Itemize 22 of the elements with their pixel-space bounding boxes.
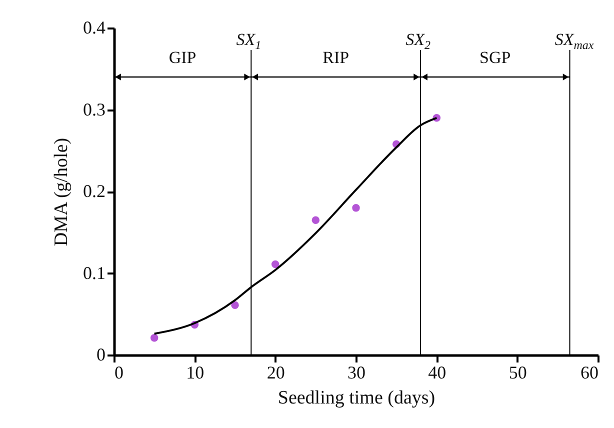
point (271, 260, 280, 268)
y-tick-label: 0.2 (83, 181, 106, 201)
x-tick-label: 60 (580, 362, 598, 382)
point (312, 216, 320, 224)
x-tick-label: 50 (508, 362, 527, 382)
y-tick-label: 0.3 (83, 99, 106, 120)
x-tick-label: 0 (114, 362, 124, 382)
y-tick-label: 0.4 (83, 18, 106, 38)
x-tick-label: 40 (428, 362, 446, 382)
point (231, 301, 239, 309)
y-axis-title: DMA (g/hole) (51, 138, 72, 246)
y-tick-label: 0 (96, 344, 106, 364)
x-axis-title: Seedling time (days) (278, 388, 436, 408)
point (150, 334, 158, 342)
x-tick-label: 20 (266, 362, 285, 382)
annotation: RIP (322, 48, 350, 67)
point (352, 204, 360, 212)
x-tick-label: 10 (186, 362, 204, 382)
y-tick-label: 0.1 (83, 262, 106, 283)
annotation: SGP (480, 48, 511, 67)
annotation: GIP (168, 48, 196, 67)
x-tick-label: 30 (348, 362, 366, 382)
